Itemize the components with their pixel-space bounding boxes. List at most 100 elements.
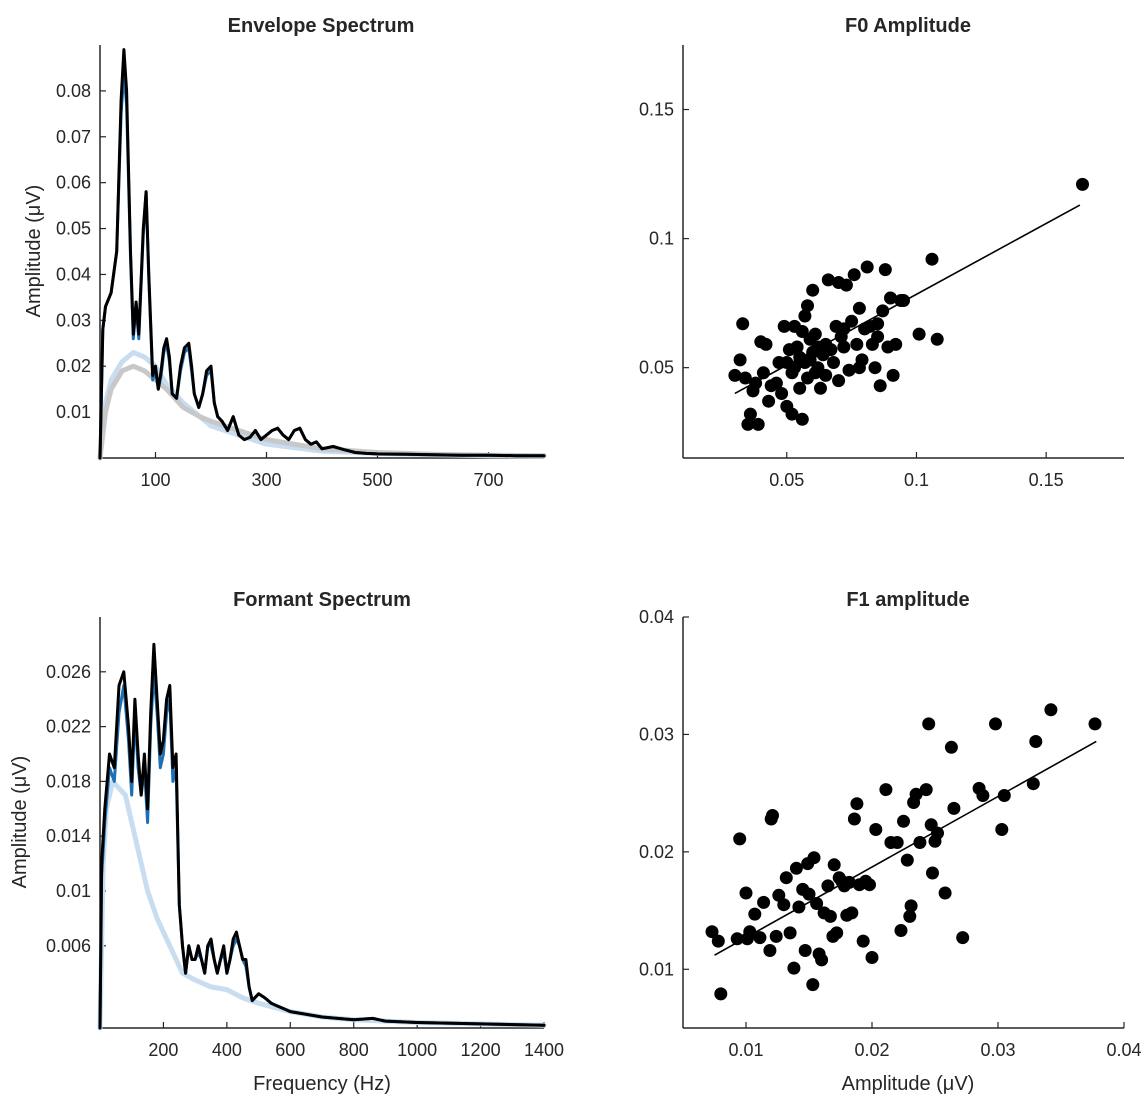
f1-point bbox=[711, 934, 725, 948]
f1-xtick-label: 0.02 bbox=[854, 1040, 889, 1060]
formant-xtick-label: 400 bbox=[212, 1040, 242, 1060]
f1-point bbox=[926, 866, 939, 880]
f1-point bbox=[847, 812, 861, 826]
formant-ytick-label: 0.022 bbox=[46, 717, 91, 737]
f1-plot-area: 0.01 0.02 0.03 0.04 0.01 0.02 0.03 0.04 bbox=[639, 607, 1142, 1060]
f1-point bbox=[806, 978, 820, 992]
f1-point bbox=[807, 851, 821, 865]
f0-point bbox=[868, 361, 882, 375]
envelope-title: Envelope Spectrum bbox=[228, 15, 415, 37]
f1-point bbox=[997, 789, 1011, 802]
f1-point bbox=[904, 899, 918, 913]
f1-xtick-label: 0.01 bbox=[728, 1040, 763, 1060]
f0-point bbox=[814, 381, 827, 395]
f1-point bbox=[897, 814, 910, 828]
f0-point bbox=[839, 278, 853, 292]
f0-point bbox=[790, 340, 804, 354]
f1-point bbox=[1088, 717, 1102, 731]
f0-point bbox=[775, 387, 789, 400]
f1-point bbox=[748, 907, 762, 921]
f1-point bbox=[976, 789, 990, 802]
f1-point bbox=[757, 895, 771, 909]
envelope-ytick-label: 0.02 bbox=[56, 356, 91, 376]
f1-point bbox=[798, 944, 812, 957]
envelope-xtick-label: 700 bbox=[473, 470, 503, 490]
f0-point bbox=[759, 337, 773, 351]
formant-xtick-label: 1200 bbox=[461, 1040, 501, 1060]
f0-point bbox=[850, 337, 864, 351]
f0-xtick-label: 0.15 bbox=[1029, 470, 1064, 490]
f1-point bbox=[766, 809, 779, 822]
f1-point bbox=[789, 861, 803, 875]
envelope-series-line bbox=[98, 48, 546, 460]
f1-point bbox=[733, 832, 747, 846]
f0-point bbox=[860, 260, 874, 274]
f0-title: F0 Amplitude bbox=[845, 15, 971, 37]
f0-point bbox=[912, 327, 926, 341]
f0-point bbox=[886, 368, 900, 382]
f1-point bbox=[763, 944, 777, 957]
f1-xtick-label: 0.03 bbox=[980, 1040, 1015, 1060]
formant-spectrum-panel: Formant Spectrum 200 400 600 800 1000 1200 140… bbox=[9, 589, 564, 1095]
formant-ylabel: Amplitude (μV) bbox=[9, 756, 31, 889]
envelope-series-line bbox=[97, 350, 547, 461]
f0-xtick-label: 0.05 bbox=[769, 470, 804, 490]
formant-xtick-label: 600 bbox=[275, 1040, 305, 1060]
f0-point bbox=[728, 368, 742, 382]
f0-point bbox=[889, 337, 903, 351]
formant-xtick-label: 800 bbox=[339, 1040, 369, 1060]
f1-point bbox=[845, 906, 859, 920]
f1-point bbox=[903, 909, 917, 923]
formant-series-line bbox=[98, 642, 546, 1030]
f0-point bbox=[884, 291, 897, 305]
f1-point bbox=[922, 717, 936, 731]
f0-point bbox=[837, 340, 851, 354]
f1-point bbox=[815, 953, 829, 967]
f1-ytick-label: 0.01 bbox=[639, 959, 674, 979]
f0-point bbox=[1076, 177, 1089, 191]
f0-point bbox=[852, 361, 866, 375]
f0-point bbox=[806, 283, 820, 297]
f1-point bbox=[944, 740, 958, 754]
f0-xtick-label: 0.1 bbox=[904, 470, 929, 490]
f1-point bbox=[739, 886, 753, 900]
f0-point bbox=[821, 273, 835, 287]
f1-point bbox=[956, 931, 970, 945]
f0-point bbox=[925, 252, 939, 266]
f1-point bbox=[830, 926, 844, 940]
f1-point bbox=[890, 836, 904, 849]
envelope-plot-area: 100 300 500 700 0.01 0.02 0.03 0.04 0.05 0.06 0.07… bbox=[56, 45, 547, 490]
formant-ytick-label: 0.018 bbox=[46, 771, 91, 791]
f1-point bbox=[842, 875, 856, 889]
envelope-ylabel: Amplitude (μV) bbox=[23, 185, 45, 318]
formant-series-line bbox=[97, 778, 547, 1031]
f1-point bbox=[909, 787, 923, 801]
formant-ytick-label: 0.026 bbox=[46, 662, 91, 682]
formant-ytick-label: 0.006 bbox=[46, 936, 91, 956]
f0-point bbox=[847, 268, 861, 282]
f1-point bbox=[894, 924, 908, 937]
f1-point bbox=[919, 783, 933, 797]
f0-point bbox=[741, 417, 755, 431]
formant-ytick-label: 0.01 bbox=[56, 881, 91, 901]
envelope-ytick-label: 0.07 bbox=[56, 127, 91, 147]
f1-point bbox=[863, 878, 876, 892]
f0-point bbox=[871, 317, 885, 331]
f1-point bbox=[869, 823, 883, 836]
f0-point bbox=[777, 319, 791, 333]
f1-xtick-label: 0.04 bbox=[1106, 1040, 1141, 1060]
f1-point bbox=[779, 871, 793, 885]
formant-xtick-label: 1000 bbox=[397, 1040, 437, 1060]
f0-point bbox=[832, 374, 846, 388]
f1-point bbox=[995, 823, 1009, 836]
formant-xlabel: Frequency (Hz) bbox=[253, 1073, 391, 1095]
f0-point bbox=[819, 368, 833, 382]
f1-point bbox=[865, 951, 879, 964]
f0-point bbox=[873, 379, 887, 393]
f0-point bbox=[749, 376, 763, 390]
f0-plot-area: 0.05 0.1 0.15 0.05 0.1 0.15 bbox=[639, 45, 1124, 490]
f1-amplitude-panel: F1 amplitude 0.01 0.02 0.03 0.040.010.020.0… bbox=[639, 589, 1142, 1095]
f1-ytick-label: 0.04 bbox=[639, 607, 674, 627]
f1-point bbox=[777, 898, 791, 912]
formant-series-line bbox=[98, 670, 546, 1030]
